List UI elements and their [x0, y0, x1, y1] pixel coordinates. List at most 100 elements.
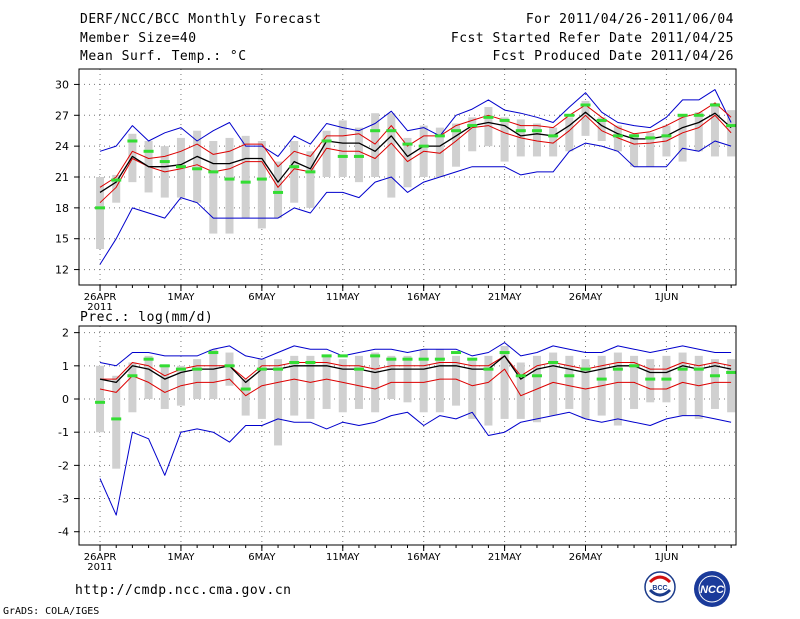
spread-box [597, 117, 606, 141]
agency-logos: BCC NCC [644, 571, 730, 607]
green-marker [483, 367, 494, 371]
x-tick-label: 1JUN [654, 292, 678, 303]
source-url[interactable]: http://cmdp.ncc.cma.gov.cn [75, 583, 292, 598]
y-tick-label: 2 [62, 327, 69, 340]
spread-box [371, 113, 380, 177]
spread-box [354, 127, 363, 183]
green-marker [240, 180, 251, 184]
x-tick-sublabel: 2011 [87, 302, 112, 313]
green-marker [159, 160, 170, 164]
green-marker [451, 351, 462, 355]
green-marker [418, 144, 429, 148]
max-envelope-line [99, 89, 732, 157]
green-marker [418, 357, 429, 361]
green-marker [548, 134, 559, 138]
spread-box [710, 102, 719, 157]
green-marker [402, 357, 413, 361]
green-marker [580, 103, 591, 107]
spread-box [419, 349, 428, 413]
green-marker [434, 134, 445, 138]
green-marker [224, 364, 235, 368]
spread-box [338, 359, 347, 413]
ensemble-mean-line [99, 355, 732, 384]
green-marker [564, 374, 575, 378]
spread-box [694, 355, 703, 419]
green-marker [95, 206, 106, 210]
produced-date: Fcst Produced Date 2011/04/26 [492, 49, 734, 64]
green-marker [467, 357, 478, 361]
x-tick-label: 16MAY [407, 292, 441, 303]
green-marker [273, 367, 284, 371]
spread-box [128, 362, 137, 413]
spread-box [290, 355, 299, 416]
green-marker [564, 113, 575, 117]
lower-red-line [99, 114, 732, 204]
green-marker [127, 139, 138, 143]
spread-box [452, 123, 461, 167]
spread-box [710, 359, 719, 409]
green-marker [515, 374, 526, 378]
spread-box [160, 365, 169, 409]
green-marker [305, 361, 316, 364]
green-marker [256, 367, 267, 371]
spread-box [532, 123, 541, 157]
green-marker [273, 190, 284, 194]
green-marker [548, 361, 559, 364]
ensemble-mean-line [99, 111, 732, 193]
green-marker [289, 165, 300, 169]
spread-box [468, 359, 477, 419]
green-marker [224, 177, 235, 181]
spread-box [403, 355, 412, 403]
y-tick-label: -3 [58, 493, 69, 506]
spread-box [128, 133, 137, 183]
green-marker [677, 367, 688, 371]
green-marker [240, 387, 251, 391]
started-date: Fcst Started Refer Date 2011/04/25 [450, 31, 734, 46]
spread-box [371, 352, 380, 413]
green-marker [143, 357, 154, 361]
green-marker [370, 129, 381, 133]
green-marker [515, 129, 526, 133]
green-marker [645, 136, 656, 140]
spread-box [338, 120, 347, 177]
green-marker [580, 367, 591, 371]
x-tick-sublabel: 2011 [87, 562, 112, 573]
green-marker [353, 367, 364, 371]
spread-box [500, 117, 509, 162]
grads-credit: GrADS: COLA/IGES [3, 606, 100, 617]
x-tick-label: 26MAY [569, 552, 603, 563]
green-marker [175, 367, 186, 371]
spread-box [581, 100, 590, 136]
spread-box [403, 137, 412, 188]
green-marker [726, 370, 737, 374]
green-marker [726, 124, 737, 128]
spread-box [646, 359, 655, 403]
y-tick-label: 15 [55, 233, 69, 246]
x-tick-label: 11MAY [326, 292, 360, 303]
y-tick-label: -2 [58, 459, 69, 472]
green-marker [629, 134, 640, 138]
green-marker [386, 129, 397, 133]
green-marker [95, 400, 106, 404]
spread-box [241, 135, 250, 219]
green-marker [709, 103, 720, 107]
spread-box [241, 379, 250, 416]
spread-box [452, 355, 461, 406]
spread-box [257, 359, 266, 419]
spread-box [322, 355, 331, 409]
green-marker [337, 154, 348, 158]
spread-box [193, 130, 202, 203]
green-marker [321, 354, 332, 358]
green-marker [612, 134, 623, 138]
green-marker [693, 367, 704, 371]
green-marker [386, 357, 397, 361]
upper-red-line [99, 102, 732, 188]
spread-box [209, 141, 218, 234]
y-tick-label: 12 [55, 264, 69, 277]
spread-box [435, 127, 444, 177]
green-marker [402, 142, 413, 146]
y-tick-label: -1 [58, 426, 69, 439]
bcc-logo-text: BCC [652, 585, 667, 592]
